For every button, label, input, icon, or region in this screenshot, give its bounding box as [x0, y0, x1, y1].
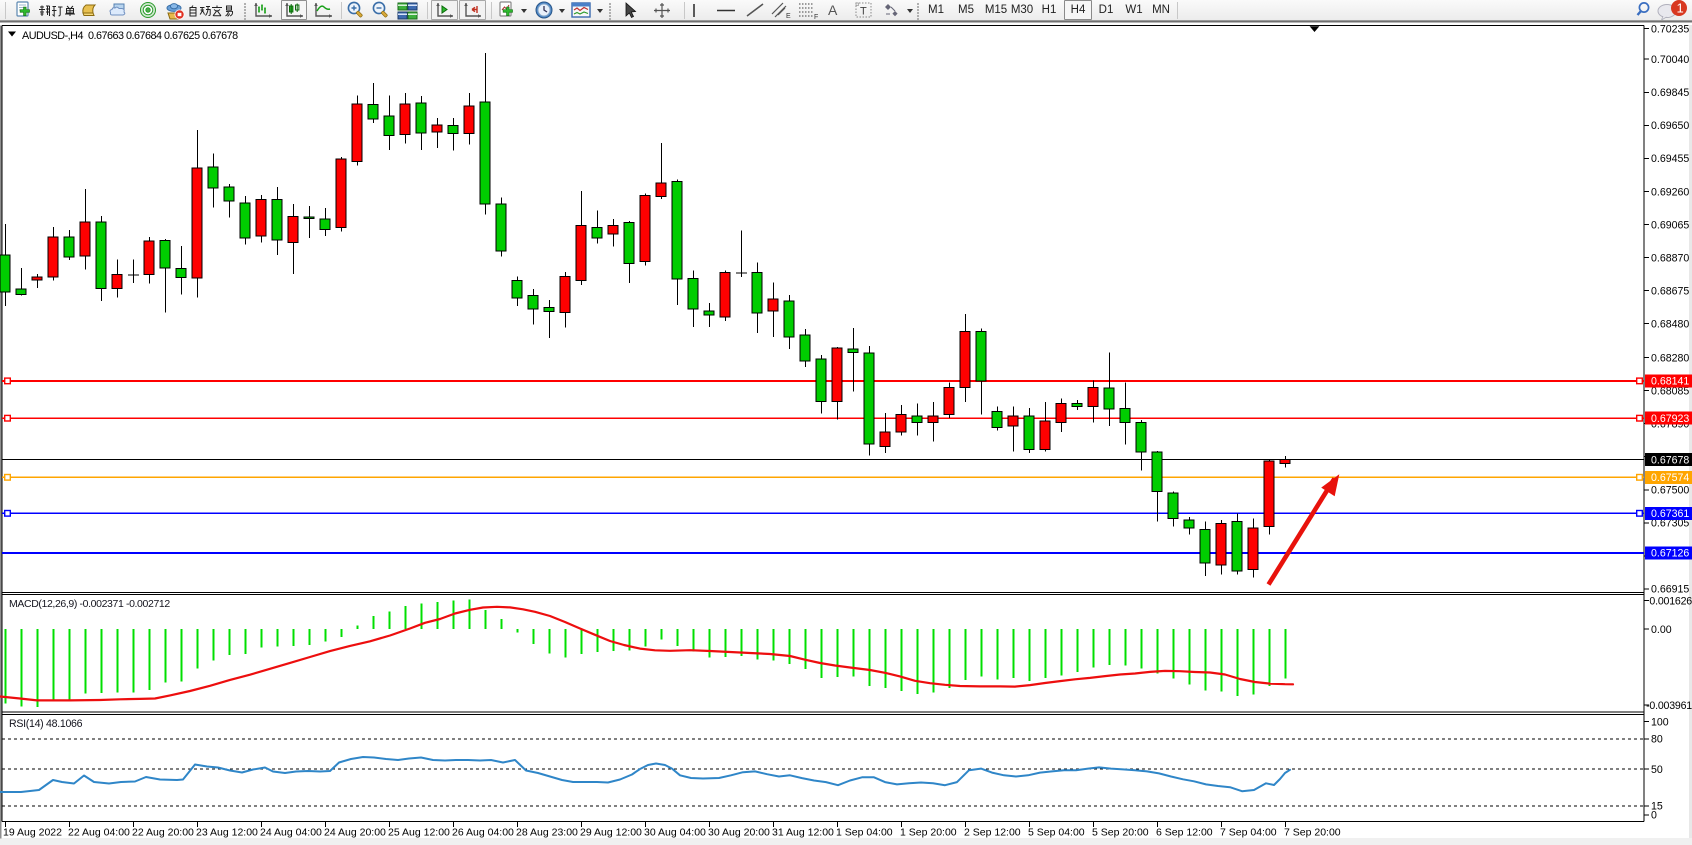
svg-text:0.67361: 0.67361: [1651, 508, 1689, 520]
svg-text:2 Sep 12:00: 2 Sep 12:00: [964, 827, 1021, 839]
svg-text:0.68870: 0.68870: [1651, 252, 1689, 264]
svg-text:0.69065: 0.69065: [1651, 219, 1689, 231]
svg-text:F: F: [814, 14, 818, 20]
svg-text:0.68480: 0.68480: [1651, 318, 1689, 330]
svg-text:0.66915: 0.66915: [1651, 584, 1689, 596]
svg-text:RSI(14) 48.1066: RSI(14) 48.1066: [9, 718, 83, 730]
svg-text:80: 80: [1651, 734, 1663, 746]
svg-text:26 Aug 04:00: 26 Aug 04:00: [452, 827, 514, 839]
svg-text:0.67678: 0.67678: [1651, 454, 1689, 466]
svg-text:23 Aug 12:00: 23 Aug 12:00: [196, 827, 258, 839]
svg-text:0.67923: 0.67923: [1651, 413, 1689, 425]
svg-text:0.69845: 0.69845: [1651, 87, 1689, 99]
svg-text:7 Sep 20:00: 7 Sep 20:00: [1284, 827, 1341, 839]
svg-text:22 Aug 04:00: 22 Aug 04:00: [68, 827, 130, 839]
svg-text:29 Aug 12:00: 29 Aug 12:00: [580, 827, 642, 839]
svg-text:30 Aug 04:00: 30 Aug 04:00: [644, 827, 706, 839]
svg-text:0.67574: 0.67574: [1651, 472, 1689, 484]
svg-text:0.00: 0.00: [1651, 624, 1672, 636]
svg-text:AUDUSD-,H4 0.67663 0.67684 0.: AUDUSD-,H4 0.67663 0.67684 0.67625 0.676…: [22, 30, 238, 42]
svg-text:24 Aug 04:00: 24 Aug 04:00: [260, 827, 322, 839]
svg-text:5 Sep 04:00: 5 Sep 04:00: [1028, 827, 1085, 839]
svg-text:1 Sep 20:00: 1 Sep 20:00: [900, 827, 957, 839]
svg-text:0.68280: 0.68280: [1651, 352, 1689, 364]
svg-text:5 Sep 20:00: 5 Sep 20:00: [1092, 827, 1149, 839]
svg-text:0.001626: 0.001626: [1649, 595, 1692, 607]
svg-text:0: 0: [1651, 810, 1657, 822]
svg-text:15: 15: [1651, 801, 1663, 813]
svg-text:1: 1: [1677, 1, 1684, 16]
svg-text:30 Aug 20:00: 30 Aug 20:00: [708, 827, 770, 839]
svg-text:0.68085: 0.68085: [1651, 385, 1689, 397]
svg-text:28 Aug 23:00: 28 Aug 23:00: [516, 827, 578, 839]
svg-text:0.67305: 0.67305: [1651, 518, 1689, 530]
svg-text:0.69455: 0.69455: [1651, 153, 1689, 165]
svg-text:25 Aug 12:00: 25 Aug 12:00: [388, 827, 450, 839]
svg-text:1 Sep 04:00: 1 Sep 04:00: [836, 827, 893, 839]
svg-text:0.67500: 0.67500: [1651, 485, 1689, 497]
svg-text:0.70235: 0.70235: [1651, 23, 1689, 35]
svg-text:0.68141: 0.68141: [1651, 376, 1689, 388]
svg-text:7 Sep 04:00: 7 Sep 04:00: [1220, 827, 1277, 839]
svg-text:19 Aug 2022: 19 Aug 2022: [3, 827, 62, 839]
svg-text:MACD(12,26,9) -0.002371 -0.002: MACD(12,26,9) -0.002371 -0.002712: [9, 598, 170, 610]
svg-text:T: T: [860, 6, 867, 18]
svg-text:6 Sep 12:00: 6 Sep 12:00: [1156, 827, 1213, 839]
svg-text:E: E: [786, 13, 791, 20]
svg-text:24 Aug 20:00: 24 Aug 20:00: [324, 827, 386, 839]
svg-text:0.67126: 0.67126: [1651, 548, 1689, 560]
svg-text:0.69650: 0.69650: [1651, 120, 1689, 132]
svg-text:0.70040: 0.70040: [1651, 54, 1689, 66]
svg-text:-0.003961: -0.003961: [1646, 700, 1692, 712]
svg-text:0.68675: 0.68675: [1651, 285, 1689, 297]
svg-text:100: 100: [1651, 716, 1669, 728]
svg-text:0.69260: 0.69260: [1651, 186, 1689, 198]
svg-text:22 Aug 20:00: 22 Aug 20:00: [132, 827, 194, 839]
svg-text:50: 50: [1651, 764, 1663, 776]
svg-text:31 Aug 12:00: 31 Aug 12:00: [772, 827, 834, 839]
